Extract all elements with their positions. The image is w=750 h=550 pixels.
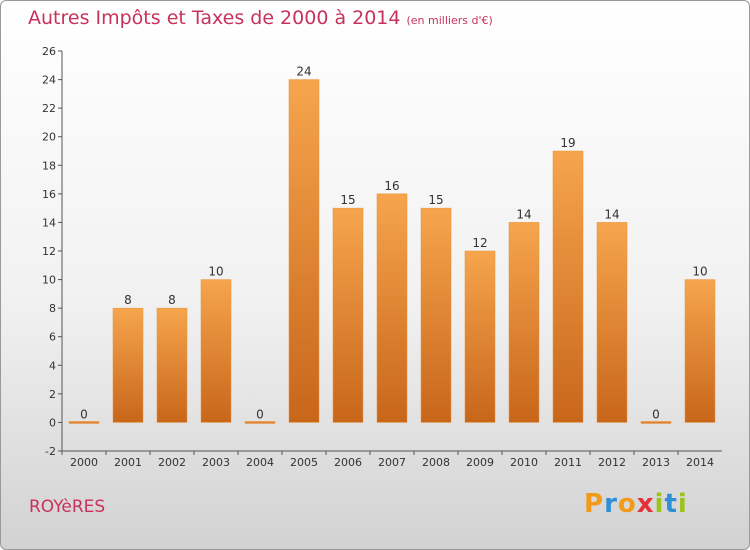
logo-letter: i <box>654 489 665 519</box>
unit-text: (en milliers d'€) <box>406 14 493 27</box>
place-name: ROYèRES <box>29 497 106 517</box>
y-tick-label: 18 <box>42 159 56 172</box>
x-tick-label: 2000 <box>70 456 98 469</box>
x-tick-label: 2003 <box>202 456 230 469</box>
x-tick-label: 2001 <box>114 456 142 469</box>
y-tick-label: 26 <box>42 45 56 58</box>
bar <box>640 421 672 424</box>
bar <box>68 421 100 424</box>
bar <box>508 222 540 423</box>
x-tick-label: 2002 <box>158 456 186 469</box>
bar-value-label: 8 <box>168 293 176 307</box>
bar <box>464 250 496 423</box>
x-tick-label: 2014 <box>686 456 714 469</box>
y-tick-label: 14 <box>42 216 56 229</box>
bar <box>156 307 188 423</box>
proxiti-logo: Proxiti <box>584 489 688 519</box>
x-tick-label: 2006 <box>334 456 362 469</box>
bar-value-label: 0 <box>652 407 660 421</box>
logo-letter: t <box>664 489 678 519</box>
logo-letter: i <box>677 489 688 519</box>
chart-title: Autres Impôts et Taxes de 2000 à 2014 (en… <box>28 7 493 29</box>
logo-letter: r <box>604 489 618 519</box>
bar-value-label: 10 <box>692 265 707 279</box>
bar <box>200 279 232 423</box>
bar <box>112 307 144 423</box>
y-tick-label: 0 <box>49 416 56 429</box>
bar-value-label: 12 <box>472 236 487 250</box>
bar <box>596 222 628 423</box>
bar <box>288 79 320 423</box>
bar-value-label: 19 <box>560 136 575 150</box>
bar-value-label: 15 <box>340 193 355 207</box>
x-tick-label: 2009 <box>466 456 494 469</box>
bar-value-label: 0 <box>256 407 264 421</box>
logo-letter: P <box>584 489 605 519</box>
y-tick-label: 4 <box>49 359 56 372</box>
x-tick-label: 2007 <box>378 456 406 469</box>
y-tick-label: 6 <box>49 331 56 344</box>
bar-value-label: 15 <box>428 193 443 207</box>
logo-letter: o <box>617 489 637 519</box>
y-tick-label: 20 <box>42 131 56 144</box>
x-tick-label: 2008 <box>422 456 450 469</box>
bar <box>332 207 364 423</box>
bar-value-label: 8 <box>124 293 132 307</box>
y-tick-label: 16 <box>42 188 56 201</box>
y-tick-label: 10 <box>42 274 56 287</box>
x-tick-label: 2010 <box>510 456 538 469</box>
x-tick-label: 2005 <box>290 456 318 469</box>
bar-value-label: 14 <box>516 207 531 221</box>
bar <box>684 279 716 423</box>
y-tick-label: 12 <box>42 245 56 258</box>
logo-letter: x <box>636 489 655 519</box>
bar-value-label: 16 <box>384 179 399 193</box>
y-tick-label: 24 <box>42 74 56 87</box>
y-tick-label: 8 <box>49 302 56 315</box>
bar-value-label: 0 <box>80 407 88 421</box>
bar <box>376 193 408 423</box>
x-tick-label: 2012 <box>598 456 626 469</box>
y-tick-label: -2 <box>45 445 56 458</box>
x-tick-label: 2004 <box>246 456 274 469</box>
bar <box>420 207 452 423</box>
bar-value-label: 10 <box>208 265 223 279</box>
y-tick-label: 22 <box>42 102 56 115</box>
bar-value-label: 14 <box>604 207 619 221</box>
title-text: Autres Impôts et Taxes de 2000 à 2014 <box>28 7 401 29</box>
y-tick-label: 2 <box>49 388 56 401</box>
x-tick-label: 2013 <box>642 456 670 469</box>
bar <box>244 421 276 424</box>
bar <box>552 150 584 423</box>
x-tick-label: 2011 <box>554 456 582 469</box>
bar-value-label: 24 <box>296 65 311 79</box>
